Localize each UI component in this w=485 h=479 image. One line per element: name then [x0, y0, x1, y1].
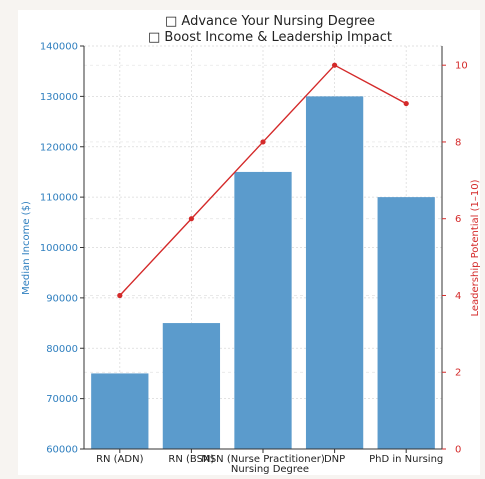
y-tick-label: 130000 — [40, 92, 78, 103]
chart-title: □ Advance Your Nursing Degree — [165, 14, 375, 29]
y-tick-label: 60000 — [46, 445, 78, 456]
y-tick-label: 70000 — [46, 394, 78, 405]
bar-2 — [234, 171, 292, 449]
x-tick-label-0: RN (ADN) — [96, 454, 144, 465]
tick-layer: 60000 70000 80000 90000 100000 110000 120000 13… — [40, 42, 468, 466]
y2-tick-label: 8 — [455, 137, 461, 148]
y-tick-label: 110000 — [40, 193, 78, 204]
y-axis-label-right: Leadership Potential (1–10) — [470, 179, 481, 316]
x-tick-label-2: MSN (Nurse Practitioner) — [201, 454, 325, 465]
leadership-point-0 — [117, 292, 123, 299]
x-tick-label-3: DNP — [324, 454, 345, 465]
leadership-point-4 — [403, 100, 409, 107]
bar-layer — [91, 96, 435, 449]
y-tick-label: 100000 — [40, 243, 78, 254]
x-axis-label: Nursing Degree — [231, 464, 309, 475]
y-tick-label: 120000 — [40, 142, 78, 153]
y2-tick-label: 2 — [455, 368, 461, 379]
bar-4 — [377, 197, 435, 449]
bar-3 — [305, 96, 364, 449]
x-tick-label-1: RN (BSN) — [168, 454, 214, 465]
y2-tick-label: 10 — [455, 61, 468, 72]
leadership-point-3 — [332, 62, 338, 68]
y-axis-label-left: Median Income ($) — [21, 201, 32, 295]
y-tick-label: 80000 — [46, 344, 78, 355]
y2-tick-label: 4 — [455, 291, 461, 302]
y-tick-label: 90000 — [46, 293, 78, 304]
x-tick-label-4: PhD in Nursing — [369, 454, 443, 465]
y-tick-label: 140000 — [40, 42, 78, 53]
bar-1 — [162, 323, 221, 449]
line-layer — [117, 62, 409, 299]
y2-tick-label: 6 — [455, 214, 461, 225]
chart-subtitle: □ Boost Income & Leadership Impact — [148, 30, 392, 45]
y2-tick-label: 0 — [455, 445, 461, 456]
bar-0 — [91, 373, 149, 449]
leadership-point-1 — [188, 216, 194, 222]
leadership-point-2 — [260, 139, 266, 145]
